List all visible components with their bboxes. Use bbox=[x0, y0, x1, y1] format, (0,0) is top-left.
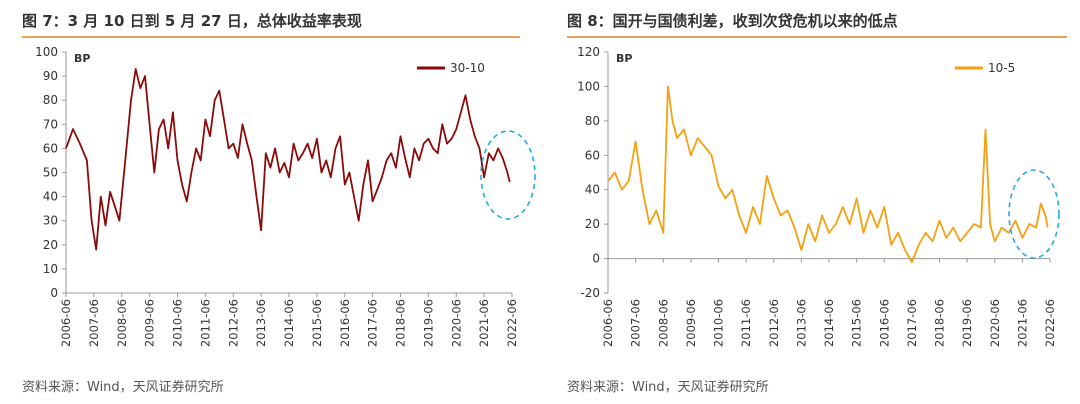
y-tick-label: 100 bbox=[35, 45, 58, 59]
y-tick-label: 20 bbox=[43, 238, 58, 252]
x-tick-label: 2013-06 bbox=[794, 299, 808, 347]
x-tick-label: 2011-06 bbox=[739, 299, 753, 347]
y-tick-label: 0 bbox=[50, 286, 58, 300]
y-tick-label: 120 bbox=[577, 45, 600, 59]
highlight-ellipse bbox=[480, 130, 536, 220]
line-chart: 0 10 20 30 40 50 60 70 80 90 100 2006-06 2007-06 2008… bbox=[35, 45, 536, 347]
y-tick-label: 20 bbox=[585, 217, 600, 231]
legend-label: 10-5 bbox=[988, 61, 1015, 75]
highlight-ellipse bbox=[1008, 169, 1060, 259]
y-tick-label: 70 bbox=[43, 117, 58, 131]
y-tick-label: 50 bbox=[43, 166, 58, 180]
unit-label: BP bbox=[616, 52, 632, 65]
x-tick-label: 2019-06 bbox=[421, 299, 435, 347]
x-tick-label: 2012-06 bbox=[767, 299, 781, 347]
series-line bbox=[65, 67, 511, 251]
title-divider bbox=[567, 36, 1067, 38]
y-tick-label: 0 bbox=[592, 252, 600, 266]
y-tick-label: 40 bbox=[43, 190, 58, 204]
y-tick-label: 40 bbox=[585, 183, 600, 197]
x-tick-label: 2014-06 bbox=[282, 299, 296, 347]
line-chart: -20 0 20 40 60 80 100 120 2006-06 2007-06 2008-06 2… bbox=[577, 45, 1060, 347]
y-tick-label: 100 bbox=[577, 79, 600, 93]
x-tick-label: 2016-06 bbox=[877, 299, 891, 347]
x-tick-label: 2020-06 bbox=[449, 299, 463, 347]
x-tick-label: 2020-06 bbox=[988, 299, 1002, 347]
y-tick-label: -20 bbox=[580, 286, 600, 300]
x-tick-label: 2015-06 bbox=[850, 299, 864, 347]
x-tick-label: 2008-06 bbox=[115, 299, 129, 347]
y-tick-label: 60 bbox=[585, 148, 600, 162]
figure-7-panel: 图 7：3 月 10 日到 5 月 27 日，总体收益率表现 0 10 20 30 40… bbox=[22, 12, 536, 395]
x-tick-label: 2009-06 bbox=[684, 299, 698, 347]
x-tick-label: 2012-06 bbox=[226, 299, 240, 347]
x-tick-label: 2011-06 bbox=[198, 299, 212, 347]
x-tick-label: 2022-06 bbox=[1043, 299, 1057, 347]
x-tick-label: 2017-06 bbox=[905, 299, 919, 347]
title-divider bbox=[22, 36, 520, 38]
figure-title: 图 7：3 月 10 日到 5 月 27 日，总体收益率表现 bbox=[22, 12, 362, 30]
y-tick-label: 30 bbox=[43, 214, 58, 228]
x-tick-label: 2021-06 bbox=[477, 299, 491, 347]
source-note: 资料来源：Wind，天风证券研究所 bbox=[567, 380, 769, 395]
x-tick-label: 2013-06 bbox=[254, 299, 268, 347]
unit-label: BP bbox=[74, 52, 90, 65]
x-tick-label: 2006-06 bbox=[59, 299, 73, 347]
legend-label: 30-10 bbox=[450, 61, 485, 75]
source-note: 资料来源：Wind，天风证券研究所 bbox=[22, 380, 224, 395]
y-tick-label: 80 bbox=[43, 93, 58, 107]
x-tick-label: 2010-06 bbox=[712, 299, 726, 347]
y-tick-label: 10 bbox=[43, 262, 58, 276]
x-tick-label: 2015-06 bbox=[310, 299, 324, 347]
x-tick-label: 2022-06 bbox=[505, 299, 519, 347]
x-tick-label: 2018-06 bbox=[933, 299, 947, 347]
figure-8-panel: 图 8：国开与国债利差，收到次贷危机以来的低点 -20 0 20 40 60 80 100 1… bbox=[545, 0, 1080, 404]
x-tick-label: 2009-06 bbox=[143, 299, 157, 347]
x-tick-label: 2018-06 bbox=[394, 299, 408, 347]
x-tick-label: 2014-06 bbox=[822, 299, 836, 347]
x-tick-label: 2017-06 bbox=[366, 299, 380, 347]
x-tick-label: 2007-06 bbox=[629, 299, 643, 347]
y-tick-label: 90 bbox=[43, 69, 58, 83]
figure-title: 图 8：国开与国债利差，收到次贷危机以来的低点 bbox=[567, 12, 898, 30]
y-tick-label: 80 bbox=[585, 114, 600, 128]
y-tick-label: 60 bbox=[43, 141, 58, 155]
x-tick-label: 2016-06 bbox=[338, 299, 352, 347]
x-tick-label: 2019-06 bbox=[960, 299, 974, 347]
series-line bbox=[607, 85, 1049, 263]
x-tick-label: 2008-06 bbox=[656, 299, 670, 347]
x-tick-label: 2021-06 bbox=[1015, 299, 1029, 347]
x-tick-label: 2006-06 bbox=[601, 299, 615, 347]
x-tick-label: 2007-06 bbox=[87, 299, 101, 347]
x-tick-label: 2010-06 bbox=[171, 299, 185, 347]
